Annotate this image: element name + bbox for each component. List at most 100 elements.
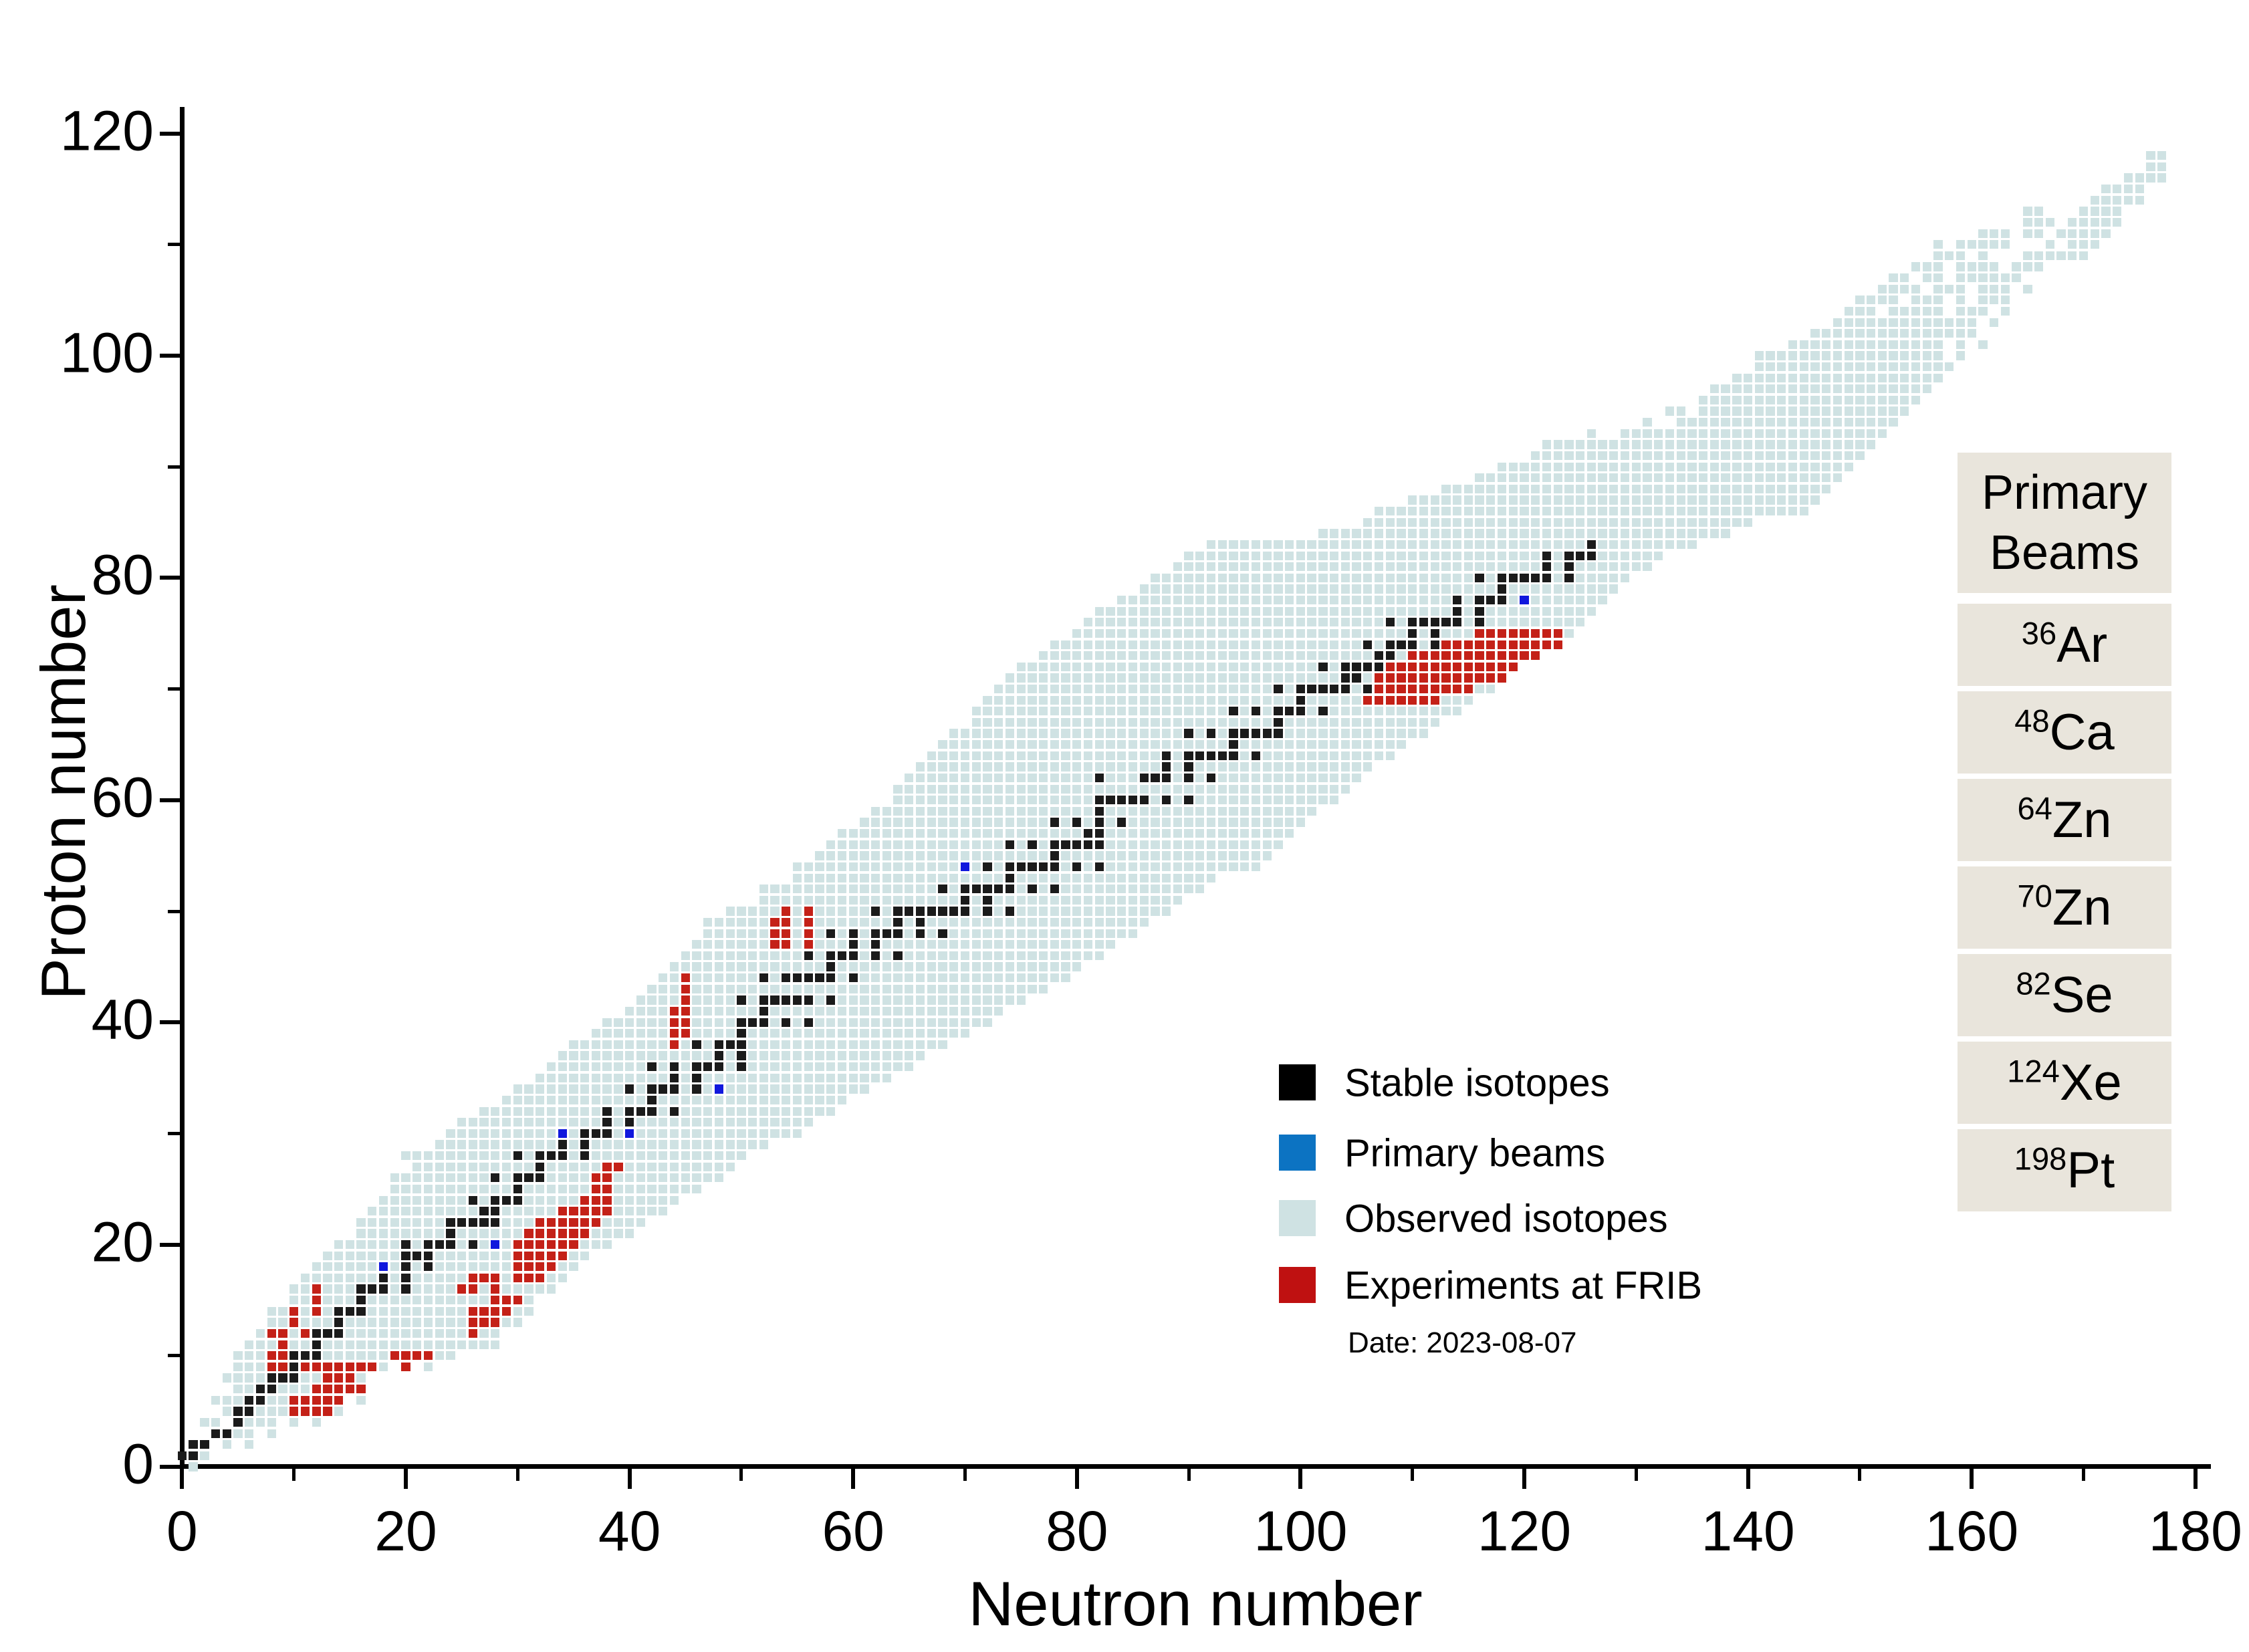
observed-isotope-cell	[681, 1162, 690, 1171]
observed-isotope-cell	[1385, 573, 1395, 582]
x-minor-tick	[1187, 1469, 1191, 1481]
observed-isotope-cell	[412, 1229, 422, 1238]
observed-isotope-cell	[1564, 584, 1574, 594]
frib-experiment-cell	[580, 1207, 590, 1216]
observed-isotope-cell	[501, 1251, 511, 1260]
observed-isotope-cell	[1687, 473, 1697, 483]
stable-isotope-cell	[1318, 684, 1328, 694]
observed-isotope-cell	[837, 1084, 847, 1094]
observed-isotope-cell	[983, 762, 992, 772]
observed-isotope-cell	[602, 1151, 612, 1161]
observed-isotope-cell	[1654, 517, 1663, 527]
observed-isotope-cell	[815, 1018, 824, 1027]
observed-isotope-cell	[1352, 729, 1361, 738]
stable-isotope-cell	[423, 1240, 433, 1250]
observed-isotope-cell	[614, 1217, 623, 1227]
observed-isotope-cell	[1195, 762, 1205, 772]
y-major-tick	[160, 1242, 180, 1247]
observed-isotope-cell	[1553, 562, 1562, 572]
observed-isotope-cell	[1408, 562, 1417, 572]
observed-isotope-cell	[1531, 584, 1540, 594]
observed-isotope-cell	[782, 1129, 791, 1139]
observed-isotope-cell	[770, 1084, 780, 1094]
observed-isotope-cell	[1475, 540, 1484, 550]
observed-isotope-cell	[368, 1296, 377, 1305]
observed-isotope-cell	[1967, 273, 1976, 283]
observed-isotope-cell	[1340, 618, 1350, 627]
stable-isotope-cell	[659, 1084, 668, 1094]
observed-isotope-cell	[1229, 806, 1238, 816]
stable-isotope-cell	[848, 951, 858, 961]
observed-isotope-cell	[747, 940, 757, 949]
observed-isotope-cell	[1016, 751, 1026, 760]
observed-isotope-cell	[334, 1296, 344, 1305]
observed-isotope-cell	[1195, 662, 1205, 671]
observed-isotope-cell	[2023, 284, 2032, 293]
y-major-tick	[160, 354, 180, 358]
observed-isotope-cell	[636, 1140, 645, 1149]
observed-isotope-cell	[491, 1262, 500, 1272]
observed-isotope-cell	[1038, 707, 1048, 716]
observed-isotope-cell	[983, 740, 992, 749]
frib-experiment-cell	[356, 1362, 366, 1372]
observed-isotope-cell	[994, 784, 1003, 794]
observed-isotope-cell	[245, 1385, 254, 1394]
observed-isotope-cell	[983, 940, 992, 949]
y-minor-tick	[168, 909, 180, 913]
observed-isotope-cell	[1631, 440, 1641, 449]
observed-isotope-cell	[356, 1351, 366, 1361]
observed-isotope-cell	[323, 1284, 332, 1294]
observed-isotope-cell	[1900, 395, 1909, 405]
observed-isotope-cell	[1497, 618, 1507, 627]
observed-isotope-cell	[2034, 229, 2044, 238]
observed-isotope-cell	[1844, 362, 1853, 372]
observed-isotope-cell	[983, 851, 992, 860]
observed-isotope-cell	[1855, 451, 1865, 461]
observed-isotope-cell	[1083, 907, 1093, 916]
observed-isotope-cell	[1285, 584, 1294, 594]
observed-isotope-cell	[1329, 662, 1339, 671]
observed-isotope-cell	[1318, 618, 1328, 627]
observed-isotope-cell	[1687, 495, 1697, 505]
observed-isotope-cell	[245, 1362, 254, 1372]
observed-isotope-cell	[1643, 484, 1652, 494]
observed-isotope-cell	[1038, 662, 1048, 671]
observed-isotope-cell	[1307, 562, 1316, 572]
observed-isotope-cell	[815, 862, 824, 872]
x-major-tick	[1074, 1469, 1079, 1489]
observed-isotope-cell	[1128, 907, 1138, 916]
observed-isotope-cell	[1900, 384, 1909, 394]
observed-isotope-cell	[401, 1173, 410, 1183]
observed-isotope-cell	[1206, 640, 1216, 649]
observed-isotope-cell	[860, 884, 869, 894]
frib-experiment-cell	[681, 973, 690, 983]
observed-isotope-cell	[1173, 707, 1183, 716]
observed-isotope-cell	[703, 940, 713, 949]
observed-isotope-cell	[368, 1207, 377, 1216]
stable-isotope-cell	[792, 973, 802, 983]
frib-experiment-cell	[289, 1407, 299, 1416]
observed-isotope-cell	[737, 907, 746, 916]
observed-isotope-cell	[1028, 984, 1037, 993]
observed-isotope-cell	[1553, 596, 1562, 605]
observed-isotope-cell	[938, 918, 947, 927]
observed-isotope-cell	[804, 1006, 813, 1016]
x-tick-label: 180	[2148, 1500, 2242, 1562]
observed-isotope-cell	[501, 1106, 511, 1116]
observed-isotope-cell	[1754, 418, 1764, 427]
observed-isotope-cell	[1463, 540, 1473, 550]
observed-isotope-cell	[1374, 618, 1384, 627]
observed-isotope-cell	[994, 862, 1003, 872]
observed-isotope-cell	[1553, 573, 1562, 582]
observed-isotope-cell	[1576, 462, 1585, 471]
observed-isotope-cell	[1397, 507, 1406, 516]
observed-isotope-cell	[1296, 628, 1306, 638]
observed-isotope-cell	[1016, 973, 1026, 983]
stable-isotope-cell	[1352, 662, 1361, 671]
x-major-tick	[627, 1469, 632, 1489]
observed-isotope-cell	[1352, 529, 1361, 538]
observed-isotope-cell	[1463, 551, 1473, 560]
observed-isotope-cell	[1050, 796, 1059, 805]
stable-isotope-cell	[893, 929, 903, 938]
observed-isotope-cell	[1877, 296, 1887, 305]
